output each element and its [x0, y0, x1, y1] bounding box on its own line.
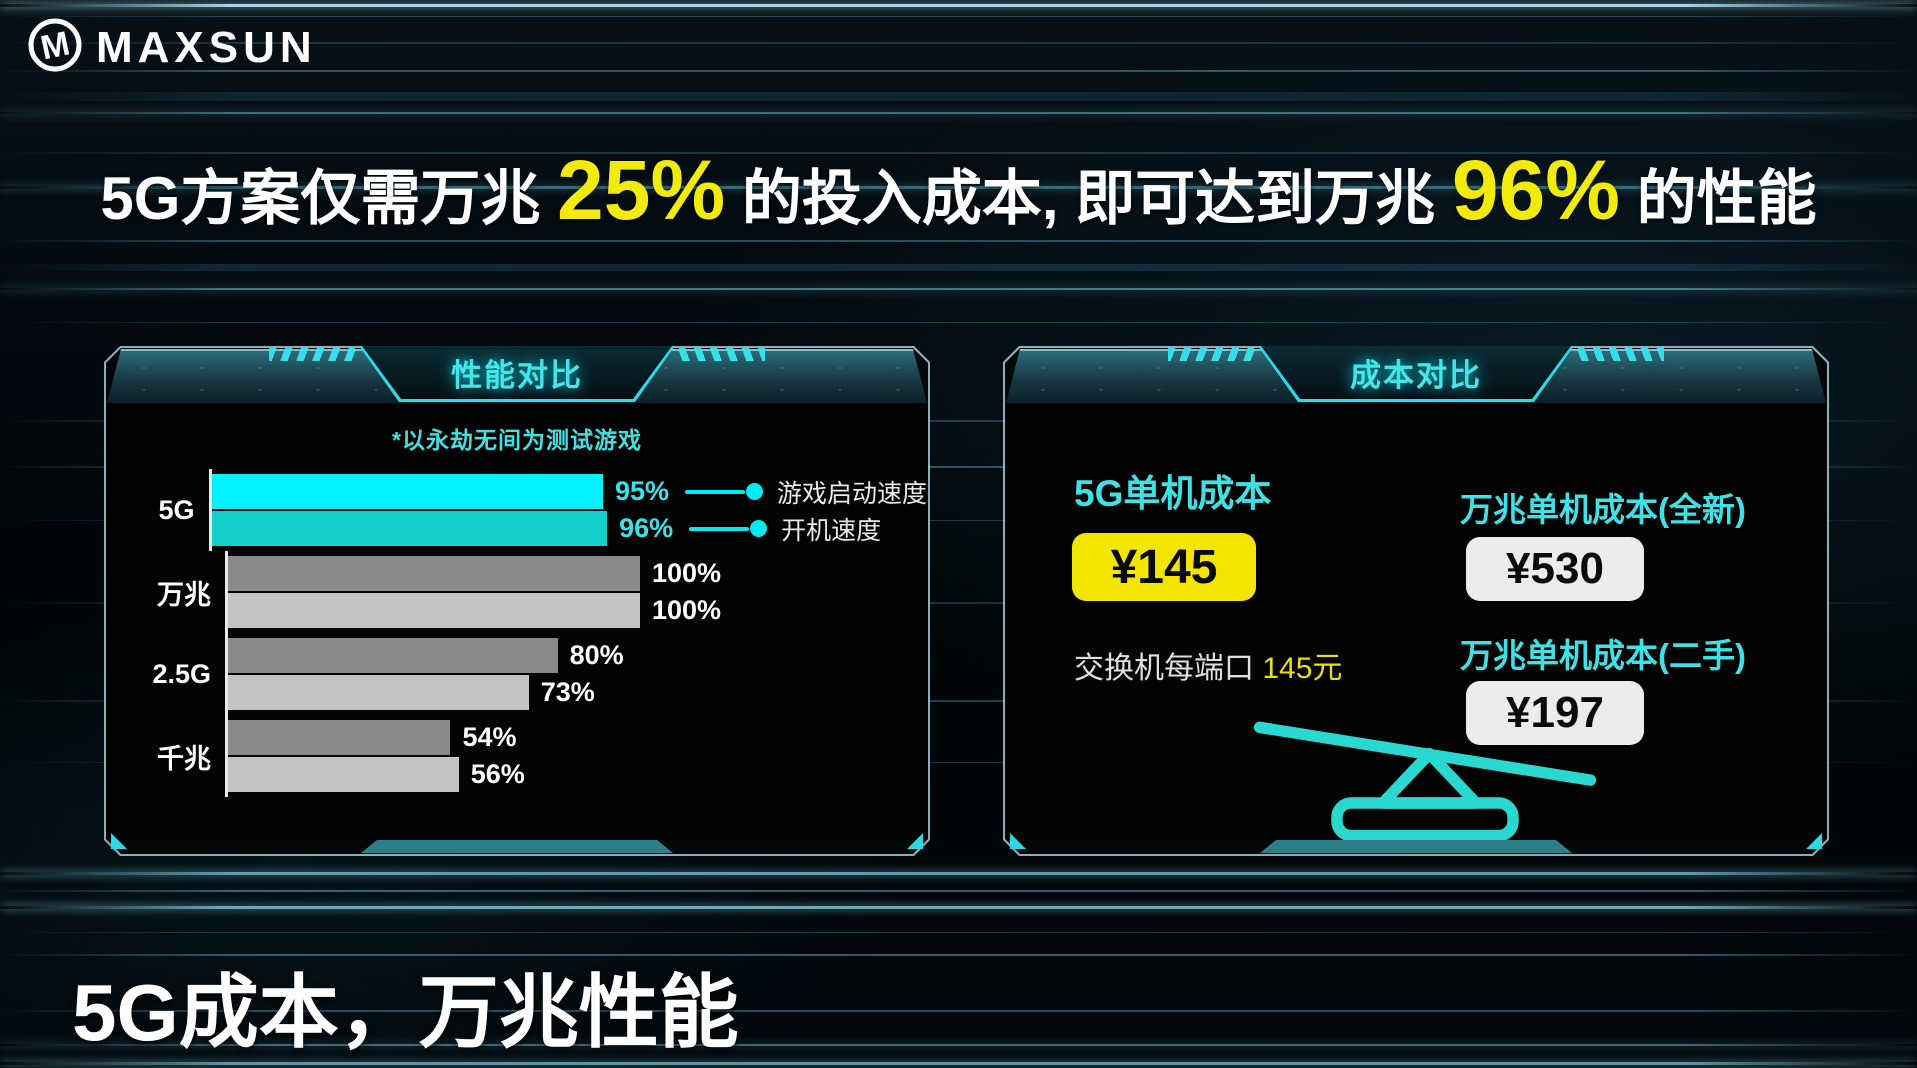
chart-category-row: 千兆 54% 56% — [123, 715, 927, 797]
bar — [211, 474, 603, 509]
bar-row: 96% 开机速度 — [211, 511, 927, 546]
svg-text:M: M — [37, 24, 73, 67]
panel-footer-strip — [1260, 840, 1572, 853]
background-streak — [0, 932, 1917, 933]
bar-value-label: 100% — [652, 558, 722, 588]
performance-panel-tab: 性能对比 — [359, 346, 675, 402]
price-badge-10g-used: ¥197 — [1466, 681, 1644, 745]
cost-label-10g-new: 万兆单机成本(全新) — [1460, 491, 1746, 528]
cost-note: 交换机每端口 145元 — [1074, 652, 1343, 685]
bar — [228, 757, 459, 792]
background-streak — [0, 264, 1917, 271]
background-streak — [0, 92, 1917, 101]
bar-row: 80% — [228, 638, 927, 673]
cost-panel-title: 成本对比 — [1350, 358, 1482, 393]
price-badge-5g: ¥145 — [1072, 533, 1256, 601]
background-streak — [0, 872, 1917, 875]
bar-value-label: 54% — [462, 722, 517, 752]
background-streak — [0, 112, 1917, 114]
bar-value-label: 80% — [569, 640, 624, 670]
bar-row: 95% 游戏启动速度 — [211, 474, 927, 509]
legend-line — [684, 489, 745, 494]
background-streak — [0, 288, 1917, 290]
performance-panel-title: 性能对比 — [451, 358, 583, 393]
cost-note-value: 145元 — [1262, 652, 1343, 685]
cost-label-5g: 5G单机成本 — [1074, 473, 1272, 514]
category-label: 2.5G — [152, 658, 211, 689]
bar — [228, 593, 640, 628]
bar-chart-rows: 5G 95% 游戏启动速度 96% 开机速度 万兆 100% 100% 2.5G 80% 73% 千兆… — [123, 469, 927, 797]
headline-text: 的性能 — [1619, 165, 1817, 232]
headline-pct-25: 25% — [557, 143, 726, 237]
bar — [211, 511, 608, 546]
chart-category-row: 万兆 100% 100% — [123, 551, 927, 633]
chart-category-row: 5G 95% 游戏启动速度 96% 开机速度 — [123, 469, 927, 551]
performance-chart-area: *以永劫无间为测试游戏 5G 95% 游戏启动速度 96% 开机速度 万兆 100% 100%… — [107, 403, 927, 840]
hazard-stripes-icon — [679, 348, 765, 361]
bar-value-label: 56% — [470, 759, 525, 789]
background-streak — [0, 906, 1917, 909]
bar-value-label: 96% — [619, 513, 674, 543]
tagline: 5G成本，万兆性能 — [72, 968, 739, 1057]
bar — [228, 720, 451, 755]
logo-maxsun: M MAXSUN — [26, 16, 317, 79]
hazard-stripes-icon — [1168, 348, 1254, 361]
panel-footer-strip — [361, 840, 673, 853]
headline: 5G方案仅需万兆 25% 的投入成本, 即可达到万兆 96% 的性能 — [0, 142, 1917, 247]
maxsun-m-circle-icon: M — [26, 16, 84, 79]
hazard-stripes-icon — [1578, 348, 1664, 361]
chart-category-row: 2.5G 80% 73% — [123, 633, 927, 715]
seesaw-balance-icon — [1236, 715, 1614, 852]
legend-line — [689, 526, 750, 531]
background-streak — [0, 4, 1917, 7]
cost-panel-tab: 成本对比 — [1258, 346, 1574, 402]
cost-comparison-area: 5G单机成本 ¥145 交换机每端口 145元 万兆单机成本(全新) ¥530 … — [1006, 403, 1826, 842]
bar-row: 100% — [228, 556, 927, 591]
headline-pct-96: 96% — [1451, 143, 1620, 237]
chart-note: *以永劫无间为测试游戏 — [392, 427, 642, 453]
background-streak — [0, 890, 1917, 892]
category-label: 千兆 — [157, 743, 211, 774]
category-bars: 100% 100% — [225, 551, 927, 633]
logo-wordmark: MAXSUN — [96, 22, 317, 72]
performance-panel: 性能对比 *以永劫无间为测试游戏 5G 95% 游戏启动速度 96% 开机速度万兆 100… — [104, 346, 930, 856]
bar — [228, 638, 558, 673]
category-bars: 95% 游戏启动速度 96% 开机速度 — [208, 469, 927, 551]
bar-value-label: 95% — [614, 476, 669, 506]
cost-label-10g-used: 万兆单机成本(二手) — [1460, 637, 1746, 674]
cost-panel: 成本对比 5G单机成本 ¥145 交换机每端口 145元 万兆单机成本(全新) … — [1003, 346, 1829, 856]
bar-value-label: 100% — [652, 595, 722, 625]
bar-value-label: 73% — [540, 677, 595, 707]
category-label: 万兆 — [157, 579, 211, 610]
bar — [228, 675, 529, 710]
price-badge-10g-new: ¥530 — [1466, 537, 1644, 601]
bar-row: 73% — [228, 675, 927, 710]
legend-label: 开机速度 — [781, 516, 882, 545]
category-label: 5G — [158, 494, 195, 525]
hazard-stripes-icon — [269, 348, 355, 361]
category-bars: 80% 73% — [225, 633, 927, 715]
category-bars: 54% 56% — [225, 715, 927, 797]
background-streak — [0, 322, 1917, 323]
bar-row: 100% — [228, 593, 927, 628]
legend-dot-icon — [750, 520, 768, 537]
bar-row: 54% — [228, 720, 927, 755]
bar — [228, 556, 640, 591]
headline-text: 的投入成本, 即可达到万兆 — [725, 165, 1452, 232]
legend-label: 游戏启动速度 — [776, 479, 927, 508]
bar-row: 56% — [228, 757, 927, 792]
legend-dot-icon — [745, 483, 763, 500]
headline-text: 5G方案仅需万兆 — [100, 165, 558, 232]
